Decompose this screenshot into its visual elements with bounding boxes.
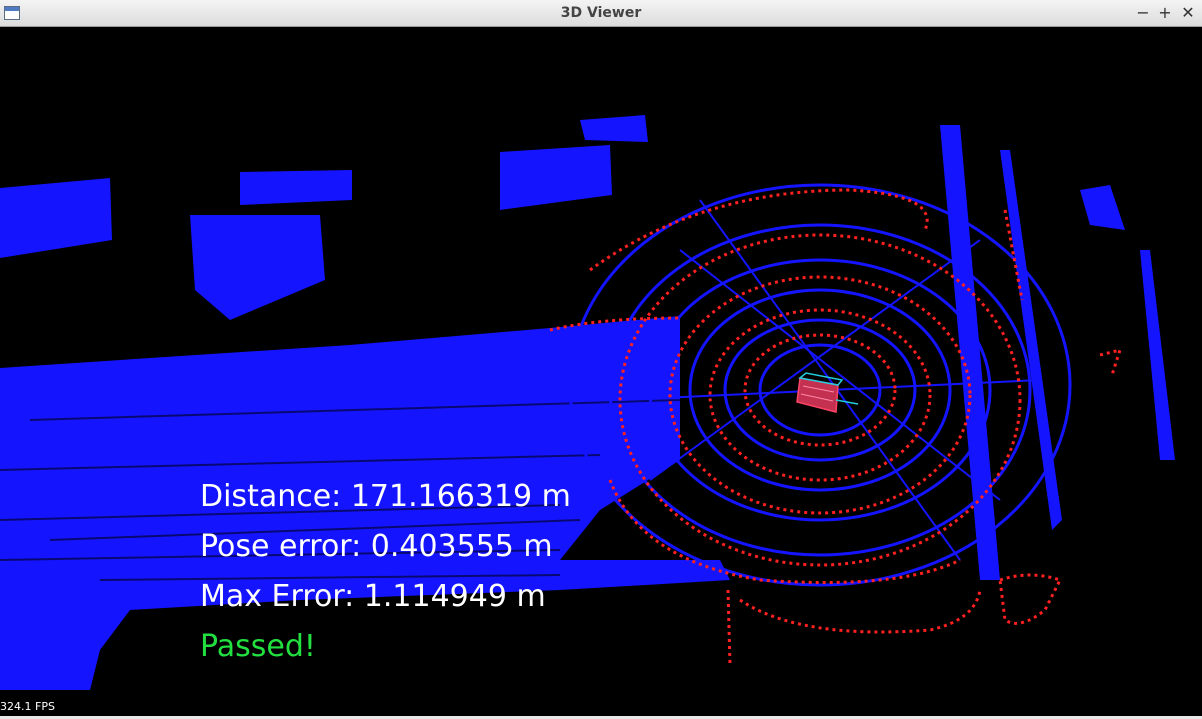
minimize-button[interactable]: − — [1136, 3, 1150, 22]
scan-points — [549, 188, 1123, 666]
app-window-icon[interactable] — [4, 6, 20, 20]
point-cloud-canvas — [0, 115, 1175, 690]
max-error-readout: Max Error: 1.114949 m — [200, 579, 546, 614]
status-passed-label: Passed! — [200, 629, 316, 664]
window-title: 3D Viewer — [560, 5, 642, 21]
window-bottom-border — [0, 716, 1202, 719]
maximize-button[interactable]: + — [1158, 3, 1172, 22]
map-scan-rings — [568, 183, 1072, 587]
vehicle-box — [796, 372, 859, 413]
close-button[interactable]: ✕ — [1181, 3, 1195, 22]
title-bar[interactable]: 3D Viewer − + ✕ — [0, 0, 1202, 27]
distance-readout: Distance: 171.166319 m — [200, 479, 571, 514]
map-structures — [0, 115, 1175, 580]
3d-viewport[interactable]: Distance: 171.166319 m Pose error: 0.403… — [0, 27, 1202, 717]
map-road-band — [0, 316, 730, 690]
fps-counter: 324.1 FPS — [0, 700, 55, 713]
pose-error-readout: Pose error: 0.403555 m — [200, 529, 553, 564]
